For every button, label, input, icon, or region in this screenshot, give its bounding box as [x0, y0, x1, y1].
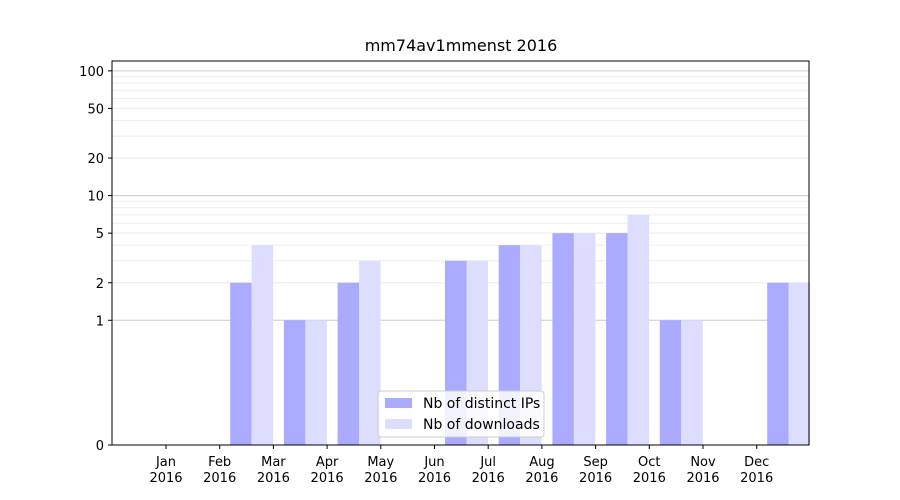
x-tick-label-month: Jan: [155, 455, 176, 470]
x-axis: Jan2016Feb2016Mar2016Apr2016May2016Jun20…: [149, 445, 773, 486]
x-tick-label-month: Dec: [744, 455, 769, 470]
bar-distinct-ips: [230, 282, 252, 445]
y-axis: 0 1 2 5 10 20 50 100: [79, 65, 112, 454]
y-tick-label: 50: [87, 102, 104, 117]
y-tick-label: 10: [87, 190, 104, 205]
x-tick-label-year: 2016: [579, 471, 612, 486]
bar-distinct-ips: [283, 320, 306, 445]
x-tick-label-year: 2016: [149, 471, 182, 486]
legend: Nb of distinct IPs Nb of downloads: [377, 390, 545, 438]
x-tick-label-year: 2016: [633, 471, 666, 486]
bar-downloads: [359, 260, 381, 445]
legend-box: [377, 390, 545, 438]
x-tick-label-year: 2016: [311, 471, 344, 486]
x-tick-label-year: 2016: [418, 471, 451, 486]
x-tick-label-month: Jun: [423, 455, 444, 470]
bar-distinct-ips: [659, 320, 682, 445]
x-tick-label-month: Feb: [208, 455, 231, 470]
y-tick-label: 1: [96, 314, 104, 329]
bar-downloads: [788, 282, 811, 445]
x-tick-label-year: 2016: [203, 471, 236, 486]
bar-distinct-ips: [767, 282, 789, 445]
x-tick-label-month: Sep: [583, 455, 608, 470]
x-tick-label-year: 2016: [472, 471, 505, 486]
x-tick-label-month: Nov: [690, 455, 716, 470]
chart-title: mm74av1mmenst 2016: [365, 36, 558, 55]
x-tick-label-year: 2016: [686, 471, 719, 486]
x-tick-label-month: Jul: [479, 455, 496, 470]
x-tick-label-month: Mar: [261, 455, 286, 470]
y-tick-label: 5: [96, 227, 104, 242]
legend-swatch-downloads: [385, 419, 412, 429]
plot-frame: [111, 60, 810, 446]
x-tick-label-month: Oct: [638, 455, 660, 470]
bar-downloads: [573, 233, 596, 445]
bar-distinct-ips: [552, 233, 574, 445]
bar-downloads: [627, 214, 650, 445]
bar-distinct-ips: [606, 233, 628, 445]
y-tick-label: 100: [79, 65, 104, 80]
legend-swatch-distinct-ips: [385, 398, 412, 408]
bar-downloads: [681, 320, 703, 445]
x-tick-label-month: Apr: [316, 455, 339, 470]
bar-downloads: [251, 245, 274, 445]
x-tick-label-month: May: [367, 455, 394, 470]
y-tick-label: 2: [96, 277, 104, 292]
y-tick-label: 0: [96, 439, 104, 454]
bar-downloads: [305, 320, 327, 445]
bar-distinct-ips: [337, 282, 360, 445]
x-tick-label-year: 2016: [525, 471, 558, 486]
legend-label-distinct-ips: Nb of distinct IPs: [423, 396, 540, 412]
legend-label-downloads: Nb of downloads: [423, 417, 540, 433]
x-tick-label-month: Aug: [529, 455, 554, 470]
x-tick-label-year: 2016: [257, 471, 290, 486]
y-tick-label: 20: [87, 152, 104, 167]
x-tick-label-year: 2016: [740, 471, 773, 486]
x-tick-label-year: 2016: [364, 471, 397, 486]
